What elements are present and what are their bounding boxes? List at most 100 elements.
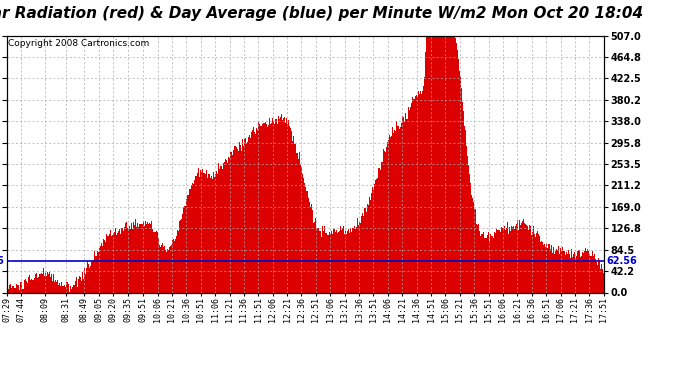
- Bar: [324, 226, 325, 292]
- Bar: [520, 225, 521, 292]
- Bar: [225, 159, 226, 292]
- Bar: [582, 252, 583, 292]
- Bar: [304, 183, 305, 292]
- Bar: [10, 284, 11, 292]
- Bar: [321, 237, 322, 292]
- Bar: [588, 251, 589, 292]
- Bar: [451, 36, 452, 292]
- Bar: [288, 128, 290, 292]
- Bar: [215, 171, 217, 292]
- Bar: [279, 119, 280, 292]
- Bar: [44, 276, 45, 292]
- Bar: [153, 232, 154, 292]
- Bar: [339, 231, 340, 292]
- Bar: [357, 225, 359, 292]
- Bar: [249, 135, 250, 292]
- Bar: [62, 286, 63, 292]
- Bar: [500, 232, 501, 292]
- Bar: [468, 165, 469, 292]
- Bar: [26, 280, 27, 292]
- Bar: [231, 152, 232, 292]
- Bar: [570, 258, 571, 292]
- Bar: [377, 168, 379, 292]
- Bar: [372, 188, 373, 292]
- Bar: [58, 285, 59, 292]
- Bar: [88, 264, 89, 292]
- Bar: [535, 237, 536, 292]
- Bar: [255, 134, 256, 292]
- Bar: [130, 229, 131, 292]
- Bar: [75, 279, 77, 292]
- Bar: [234, 147, 235, 292]
- Bar: [471, 195, 472, 292]
- Bar: [455, 38, 457, 292]
- Bar: [521, 223, 522, 292]
- Bar: [352, 228, 353, 292]
- Bar: [387, 142, 388, 292]
- Bar: [460, 77, 461, 292]
- Bar: [365, 208, 366, 292]
- Bar: [437, 36, 438, 292]
- Bar: [343, 226, 344, 292]
- Bar: [290, 128, 291, 292]
- Bar: [472, 198, 473, 292]
- Bar: [262, 124, 263, 292]
- Bar: [531, 235, 532, 292]
- Bar: [544, 247, 546, 292]
- Bar: [55, 280, 57, 292]
- Bar: [228, 156, 229, 292]
- Bar: [462, 102, 463, 292]
- Bar: [136, 227, 137, 292]
- Bar: [230, 152, 231, 292]
- Bar: [428, 36, 430, 292]
- Bar: [193, 174, 195, 292]
- Bar: [117, 234, 118, 292]
- Bar: [333, 229, 334, 292]
- Bar: [35, 274, 36, 292]
- Bar: [164, 246, 165, 292]
- Bar: [447, 36, 448, 292]
- Bar: [516, 224, 517, 292]
- Bar: [411, 103, 413, 292]
- Bar: [396, 121, 397, 292]
- Bar: [335, 230, 337, 292]
- Bar: [376, 179, 377, 292]
- Bar: [293, 136, 295, 292]
- Bar: [48, 272, 50, 292]
- Bar: [241, 142, 242, 292]
- Bar: [555, 251, 556, 292]
- Bar: [226, 160, 227, 292]
- Text: 62.56: 62.56: [607, 256, 638, 266]
- Bar: [145, 220, 146, 292]
- Bar: [433, 36, 435, 292]
- Bar: [198, 168, 199, 292]
- Bar: [482, 234, 483, 292]
- Bar: [350, 228, 351, 292]
- Bar: [47, 272, 48, 292]
- Bar: [166, 252, 167, 292]
- Bar: [353, 228, 354, 292]
- Bar: [348, 229, 349, 292]
- Bar: [134, 225, 135, 292]
- Bar: [178, 231, 179, 292]
- Bar: [160, 247, 161, 292]
- Bar: [156, 231, 157, 292]
- Bar: [318, 228, 319, 292]
- Bar: [487, 235, 488, 292]
- Bar: [479, 224, 480, 292]
- Bar: [322, 226, 323, 292]
- Bar: [59, 284, 60, 292]
- Bar: [414, 99, 415, 292]
- Bar: [72, 285, 74, 292]
- Bar: [297, 153, 298, 292]
- Bar: [176, 236, 177, 292]
- Bar: [203, 173, 204, 292]
- Bar: [423, 86, 424, 292]
- Bar: [413, 99, 414, 292]
- Bar: [38, 277, 39, 292]
- Bar: [200, 170, 201, 292]
- Bar: [213, 172, 214, 292]
- Bar: [273, 121, 274, 292]
- Bar: [507, 222, 509, 292]
- Bar: [8, 289, 9, 292]
